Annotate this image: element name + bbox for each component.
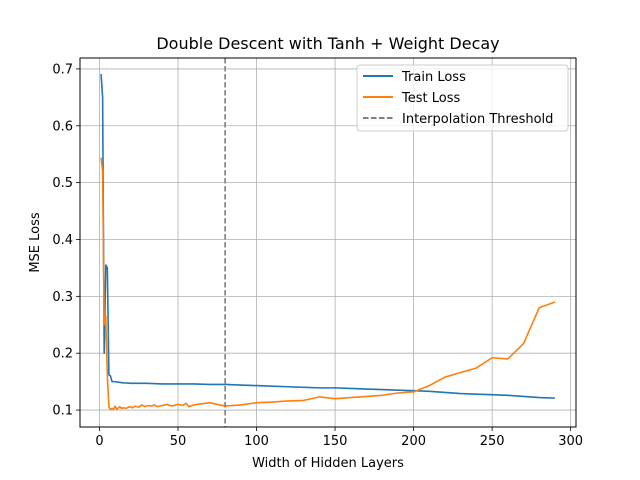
x-tick-label: 250 (480, 434, 505, 449)
plot-frame (79, 57, 577, 428)
legend-label-test-loss: Test Loss (401, 91, 460, 106)
x-tick-label: 300 (558, 434, 583, 449)
x-tick-label: 100 (244, 434, 269, 449)
y-tick-label: 0.7 (52, 62, 73, 77)
plot-series (100, 58, 556, 427)
y-tick-label: 0.3 (52, 290, 73, 305)
chart-title: Double Descent with Tanh + Weight Decay (156, 34, 499, 53)
legend-box (356, 64, 569, 132)
y-tick-label: 0.2 (52, 347, 73, 362)
grid (80, 58, 576, 427)
series-line-test-loss (100, 157, 556, 411)
legend-label-train-loss: Train Loss (401, 70, 466, 85)
x-tick-label: 0 (95, 434, 103, 449)
y-tick-label: 0.1 (52, 404, 73, 419)
y-tick-label: 0.4 (52, 233, 73, 248)
x-tick-label: 50 (170, 434, 187, 449)
x-tick-label: 200 (401, 434, 426, 449)
legend: Train Loss Test Loss Interpolation Thres… (356, 64, 569, 132)
series-line-train-loss (100, 73, 555, 399)
x-tick-label: 150 (323, 434, 348, 449)
y-tick-label: 0.5 (52, 176, 73, 191)
y-axis-label: MSE Loss (28, 212, 43, 273)
axis-ticks: 0 50 100 150 200 250 300 0.1 0.2 0.3 0.4 0.5 0.6 0.7 (52, 62, 583, 449)
x-axis-label: Width of Hidden Layers (252, 456, 404, 471)
y-tick-label: 0.6 (52, 119, 73, 134)
legend-label-interpolation-threshold: Interpolation Threshold (402, 112, 553, 127)
